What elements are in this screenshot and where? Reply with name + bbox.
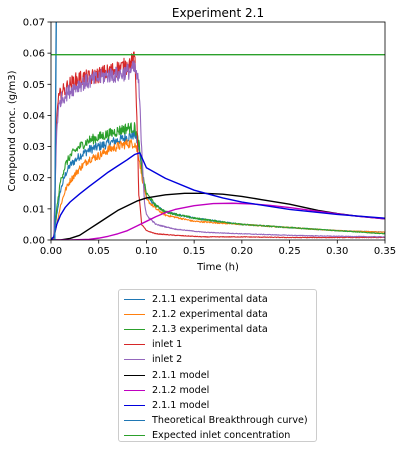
y-tick-label: 0.03 [23,142,45,153]
series-line-6 [51,192,385,240]
x-axis-label: Time (h) [196,262,239,273]
legend-item: Theoretical Breakthrough curve) [119,413,316,428]
legend-item: 2.1.3 experimental data [119,322,316,337]
legend-swatch [124,389,145,391]
y-tick-label: 0.05 [23,80,45,91]
y-tick-label: 0.00 [23,236,45,247]
legend-swatch [124,299,145,301]
y-tick-label: 0.01 [23,204,45,215]
legend-label: 2.1.1 model [152,369,210,381]
legend-label: 2.1.1 experimental data [152,294,268,306]
series-line-9 [54,22,57,240]
legend-label: 2.1.2 model [152,384,210,396]
y-tick-label: 0.04 [23,111,45,122]
x-tick-label: 0.25 [278,246,300,257]
legend-item: Expected inlet concentration [119,428,316,443]
y-tick-label: 0.02 [23,173,45,184]
y-tick-label: 0.07 [23,18,45,29]
legend-label: Theoretical Breakthrough curve) [152,414,308,426]
legend-swatch [124,419,145,421]
chart-title: Experiment 2.1 [172,6,264,20]
legend-item: 2.1.1 model [119,398,316,413]
series-line-5 [51,60,385,240]
series-line-2 [51,138,385,240]
legend: 2.1.1 experimental data 2.1.2 experimenta… [118,289,317,442]
legend-label: Expected inlet concentration [152,429,291,441]
legend-label: 2.1.2 experimental data [152,309,268,321]
legend-item: inlet 2 [119,352,316,367]
x-tick-label: 0.35 [374,246,396,257]
x-tick-label: 0.20 [231,246,253,257]
legend-swatch [124,434,145,436]
plot-frame [50,21,386,241]
legend-item: 2.1.2 model [119,383,316,398]
legend-item: inlet 1 [119,337,316,352]
legend-swatch [124,359,145,361]
x-tick-label: 0.10 [135,246,157,257]
legend-swatch [124,329,145,331]
x-tick-label: 0.30 [326,246,348,257]
series-line-8 [51,152,385,240]
series-layer [51,22,385,240]
legend-label: 2.1.1 model [152,399,210,411]
y-axis-label: Compound conc. (g/m3) [7,70,18,191]
legend-swatch [124,314,145,316]
legend-item: 2.1.1 model [119,367,316,382]
legend-label: 2.1.3 experimental data [152,324,268,336]
x-tick-label: 0.05 [88,246,110,257]
legend-item: 2.1.1 experimental data [119,292,316,307]
series-line-3 [51,122,385,240]
legend-swatch [124,374,145,376]
legend-swatch [124,344,145,346]
x-tick-label: 0.00 [40,246,62,257]
legend-swatch [124,404,145,406]
y-tick-label: 0.06 [23,49,45,60]
legend-label: inlet 1 [152,339,183,351]
tick-layer: 0.00 0.05 0.10 0.15 0.20 0.25 0.30 0.35 0.00 0.01… [23,18,396,258]
legend-label: inlet 2 [152,354,183,366]
series-line-7 [51,202,385,240]
legend-item: 2.1.2 experimental data [119,307,316,322]
x-tick-label: 0.15 [183,246,205,257]
